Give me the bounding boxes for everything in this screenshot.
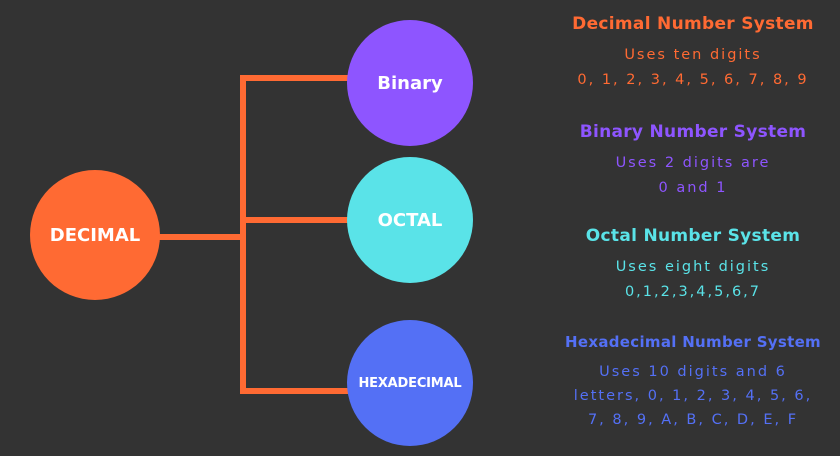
- decimal-description-title: Decimal Number System: [572, 14, 814, 34]
- decimal-node-label: DECIMAL: [49, 224, 141, 246]
- hexadecimal-node-label: HEXADECIMAL: [358, 375, 462, 391]
- decimal-description: Decimal Number System Uses ten digits 0,…: [548, 14, 838, 93]
- decimal-description-line: 0, 1, 2, 3, 4, 5, 6, 7, 8, 9: [577, 72, 809, 88]
- octal-description: Octal Number System Uses eight digits 0,…: [548, 226, 838, 305]
- octal-description-line: 0,1,2,3,4,5,6,7: [624, 284, 762, 300]
- decimal-node: DECIMAL: [30, 170, 160, 300]
- binary-node: Binary: [347, 20, 473, 146]
- hexadecimal-description-line: letters, 0, 1, 2, 3, 4, 5, 6,: [573, 388, 813, 404]
- binary-node-label: Binary: [377, 72, 443, 94]
- hexadecimal-description-line: Uses 10 digits and 6: [599, 364, 787, 380]
- binary-description-line: Uses 2 digits are: [615, 155, 771, 171]
- octal-node: OCTAL: [347, 157, 473, 283]
- hexadecimal-node: HEXADECIMAL: [347, 320, 473, 446]
- binary-description-line: 0 and 1: [658, 180, 728, 196]
- binary-description-title: Binary Number System: [579, 122, 807, 142]
- octal-description-title: Octal Number System: [585, 226, 801, 246]
- octal-description-line: Uses eight digits: [615, 259, 771, 275]
- hexadecimal-description-title: Hexadecimal Number System: [565, 333, 821, 351]
- hexadecimal-description: Hexadecimal Number System Uses 10 digits…: [548, 333, 838, 432]
- octal-node-label: OCTAL: [377, 209, 443, 231]
- binary-description: Binary Number System Uses 2 digits are 0…: [548, 122, 838, 201]
- hexadecimal-description-line: 7, 8, 9, A, B, C, D, E, F: [587, 412, 799, 428]
- decimal-description-line: Uses ten digits: [624, 47, 762, 63]
